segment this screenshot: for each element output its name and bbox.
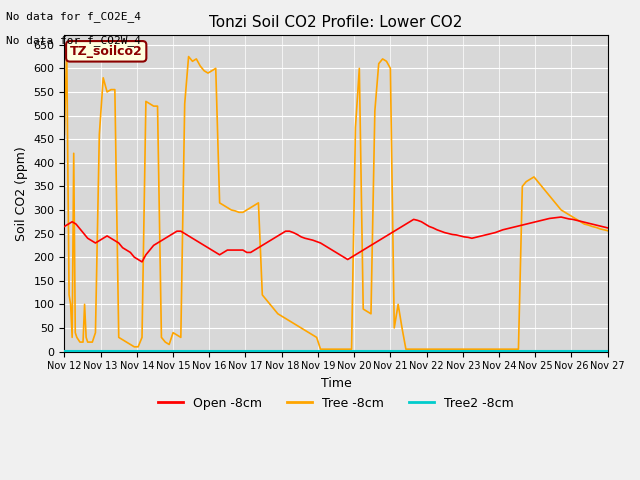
Text: No data for f_CO2E_4: No data for f_CO2E_4 — [6, 11, 141, 22]
Text: TZ_soilco2: TZ_soilco2 — [70, 45, 143, 58]
Y-axis label: Soil CO2 (ppm): Soil CO2 (ppm) — [15, 146, 28, 241]
X-axis label: Time: Time — [321, 377, 351, 390]
Title: Tonzi Soil CO2 Profile: Lower CO2: Tonzi Soil CO2 Profile: Lower CO2 — [209, 15, 463, 30]
Text: No data for f_CO2W_4: No data for f_CO2W_4 — [6, 35, 141, 46]
Legend: Open -8cm, Tree -8cm, Tree2 -8cm: Open -8cm, Tree -8cm, Tree2 -8cm — [153, 392, 519, 415]
